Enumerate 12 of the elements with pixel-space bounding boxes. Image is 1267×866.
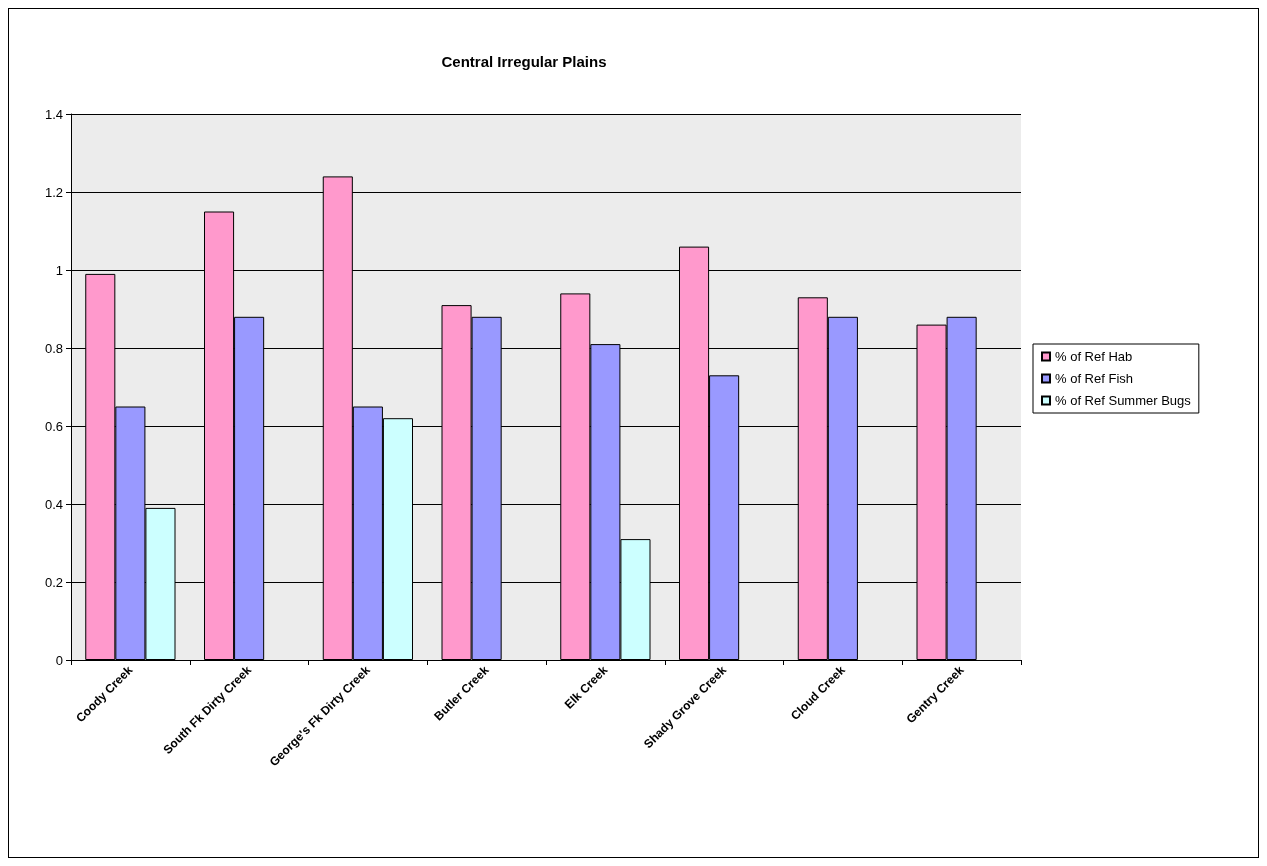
y-tick-label: 0.8 [44,340,63,356]
legend-label: % of Ref Fish [1055,371,1134,386]
y-tick-label: 0.6 [44,418,63,434]
y-tick-label: 1.2 [44,184,63,200]
chart-title: Central Irregular Plains [441,53,607,70]
legend-label: % of Ref Summer Bugs [1055,393,1192,408]
y-tick-label: 1 [55,262,63,278]
y-tick-label: 0.2 [44,574,63,590]
legend-label: % of Ref Hab [1055,349,1133,364]
y-tick-label: 0 [55,652,63,668]
y-tick-label: 1.4 [44,106,63,122]
y-tick-label: 0.4 [44,496,63,512]
